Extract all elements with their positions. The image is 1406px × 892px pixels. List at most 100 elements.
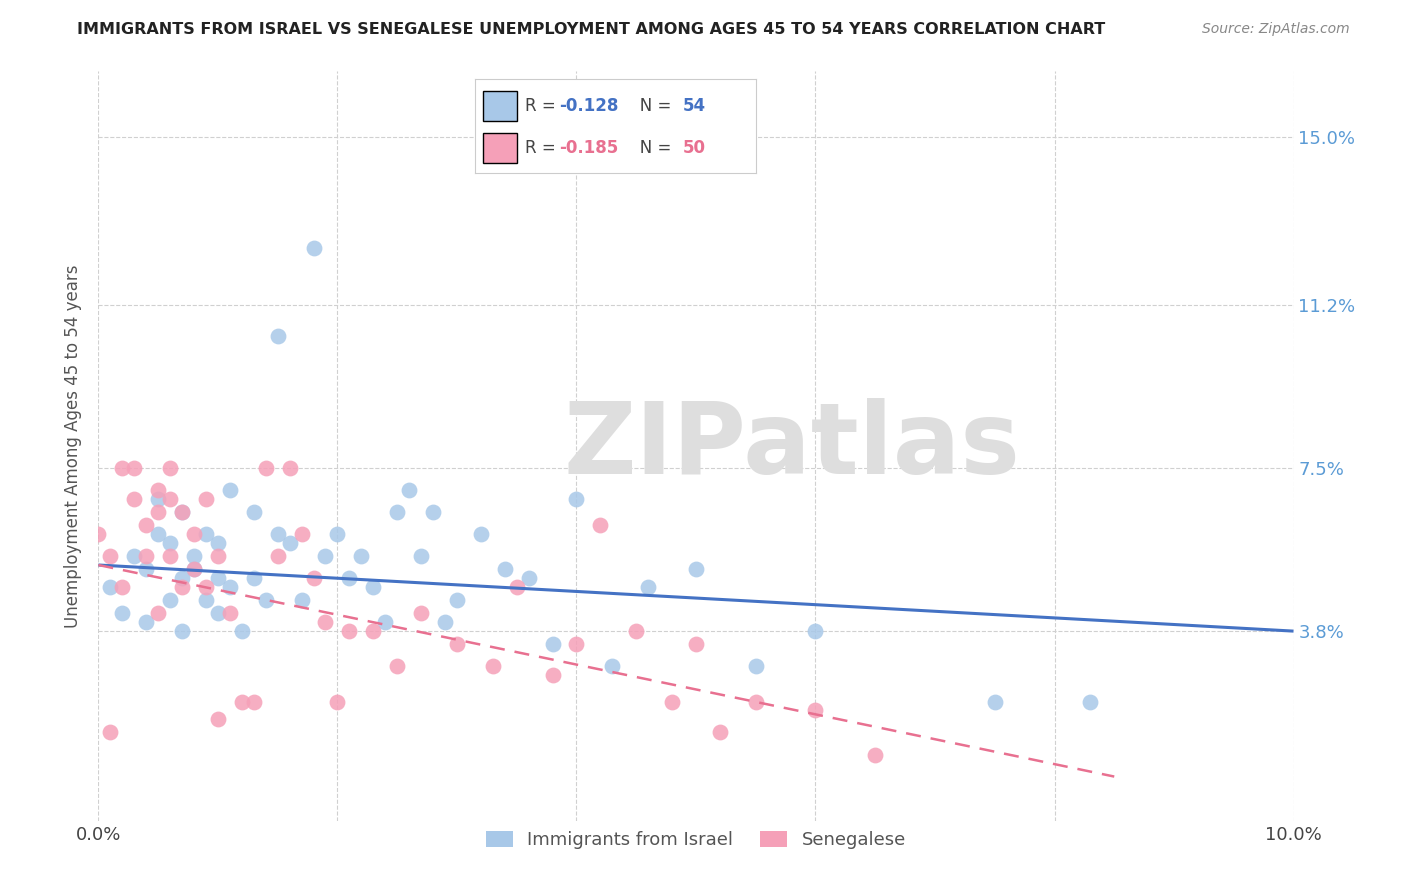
Point (804, 703, 827, 717)
Point (243, 695, 266, 709)
Point (446, 593, 468, 607)
Point (541, 637, 564, 651)
Point (446, 637, 468, 651)
Point (207, 536, 229, 550)
Point (195, 593, 218, 607)
Point (350, 549, 373, 564)
Point (135, 549, 157, 564)
Point (506, 580, 529, 594)
Text: Source: ZipAtlas.com: Source: ZipAtlas.com (1202, 22, 1350, 37)
Point (541, 668, 564, 682)
Point (315, 549, 337, 564)
Point (135, 562, 157, 576)
Point (278, 536, 301, 550)
Point (207, 549, 229, 564)
Point (183, 527, 205, 541)
Text: IMMIGRANTS FROM ISRAEL VS SENEGALESE UNEMPLOYMENT AMONG AGES 45 TO 54 YEARS CORR: IMMIGRANTS FROM ISRAEL VS SENEGALESE UNE… (77, 22, 1105, 37)
Point (709, 725, 731, 739)
Point (637, 580, 659, 594)
Point (984, 695, 1007, 709)
Point (267, 328, 290, 343)
Point (124, 549, 146, 564)
Point (172, 624, 194, 639)
Point (565, 491, 588, 506)
Point (195, 527, 218, 541)
Point (685, 562, 707, 576)
Point (183, 549, 205, 564)
Point (231, 695, 253, 709)
Point (172, 571, 194, 585)
Point (111, 580, 134, 594)
Point (339, 571, 361, 585)
Point (1080, 695, 1102, 709)
Point (219, 483, 242, 497)
Point (148, 607, 170, 621)
Point (685, 637, 707, 651)
Point (219, 607, 242, 621)
Point (494, 562, 516, 576)
Point (626, 624, 648, 639)
Point (98, 580, 122, 594)
Point (470, 527, 492, 541)
Point (602, 659, 624, 673)
Point (385, 659, 409, 673)
Point (159, 549, 181, 564)
Point (482, 659, 505, 673)
Point (148, 483, 170, 497)
Point (422, 505, 444, 519)
Point (98, 549, 122, 564)
Point (385, 505, 409, 519)
Point (745, 695, 768, 709)
Point (111, 461, 134, 475)
Point (326, 527, 349, 541)
Point (411, 549, 433, 564)
Point (291, 527, 314, 541)
Point (398, 483, 420, 497)
Y-axis label: Unemployment Among Ages 45 to 54 years: Unemployment Among Ages 45 to 54 years (65, 264, 83, 628)
Point (339, 624, 361, 639)
Point (243, 571, 266, 585)
Point (207, 571, 229, 585)
Point (267, 549, 290, 564)
Point (172, 505, 194, 519)
Point (87, 527, 110, 541)
Text: ZIPatlas: ZIPatlas (564, 398, 1019, 494)
Point (326, 695, 349, 709)
Point (172, 505, 194, 519)
Point (124, 491, 146, 506)
Point (135, 518, 157, 533)
Point (434, 615, 457, 630)
Point (231, 624, 253, 639)
Point (148, 505, 170, 519)
Point (183, 562, 205, 576)
Point (195, 580, 218, 594)
Point (254, 461, 277, 475)
Point (207, 712, 229, 726)
Point (411, 607, 433, 621)
Point (363, 580, 385, 594)
Point (291, 593, 314, 607)
Point (517, 571, 540, 585)
Point (159, 536, 181, 550)
Point (278, 461, 301, 475)
Point (661, 695, 683, 709)
Point (195, 491, 218, 506)
Point (243, 505, 266, 519)
Point (589, 518, 612, 533)
Point (148, 527, 170, 541)
Point (159, 461, 181, 475)
Legend: Immigrants from Israel, Senegalese: Immigrants from Israel, Senegalese (478, 824, 914, 856)
Point (183, 562, 205, 576)
Point (374, 615, 396, 630)
Point (302, 571, 325, 585)
Point (159, 491, 181, 506)
Point (565, 637, 588, 651)
Point (315, 615, 337, 630)
Point (865, 747, 887, 762)
Point (254, 593, 277, 607)
Point (111, 607, 134, 621)
Point (135, 615, 157, 630)
Point (98, 725, 122, 739)
Point (159, 593, 181, 607)
Point (219, 580, 242, 594)
